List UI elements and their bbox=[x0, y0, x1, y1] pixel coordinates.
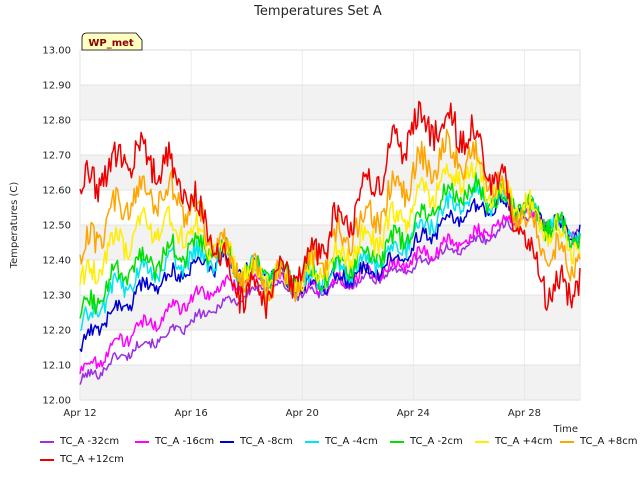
legend-label: TC_A +4cm bbox=[495, 436, 553, 447]
legend-swatch bbox=[40, 440, 54, 443]
chart-title: Temperatures Set A bbox=[253, 4, 382, 19]
x-tick-label: Apr 28 bbox=[508, 408, 541, 419]
y-tick-label: 12.30 bbox=[42, 291, 71, 302]
legend-swatch bbox=[305, 440, 319, 443]
plot-band bbox=[80, 225, 580, 260]
series-line-tc-a-12cm bbox=[79, 100, 581, 320]
legend-item: TC_A +8cm bbox=[560, 436, 638, 447]
y-tick-label: 13.00 bbox=[42, 46, 71, 57]
legend-label: TC_A -2cm bbox=[410, 436, 463, 447]
legend-item: TC_A +4cm bbox=[475, 436, 553, 447]
legend-label: TC_A -8cm bbox=[240, 436, 293, 447]
x-tick-label: Apr 24 bbox=[397, 408, 430, 419]
x-tick-label: Apr 16 bbox=[175, 408, 208, 419]
legend-swatch bbox=[40, 458, 54, 461]
y-tick-label: 12.40 bbox=[42, 256, 71, 267]
plot-band bbox=[80, 295, 580, 330]
legend-label: TC_A -16cm bbox=[155, 436, 215, 447]
legend-label: TC_A -4cm bbox=[325, 436, 378, 447]
plot-band bbox=[80, 85, 580, 120]
legend-item: TC_A -2cm bbox=[390, 436, 463, 447]
x-axis-label: Time bbox=[553, 424, 578, 435]
y-tick-label: 12.50 bbox=[42, 221, 71, 232]
series-lines bbox=[79, 100, 581, 385]
y-tick-label: 12.10 bbox=[42, 361, 71, 372]
annotation-text: WP_met bbox=[88, 38, 134, 49]
legend-item: TC_A -8cm bbox=[220, 436, 293, 447]
x-tick-labels: Apr 12 Apr 16 Apr 20 Apr 24 Apr 28 bbox=[63, 408, 541, 419]
legend-swatch bbox=[135, 440, 149, 443]
legend-item: TC_A -4cm bbox=[305, 436, 378, 447]
legend-label: TC_A +12cm bbox=[60, 454, 124, 465]
wp-met-badge: WP_met bbox=[81, 32, 143, 51]
plot-band bbox=[80, 365, 580, 400]
y-tick-label: 12.00 bbox=[42, 396, 71, 407]
y-tick-label: 12.20 bbox=[42, 326, 71, 337]
legend-item: TC_A +12cm bbox=[40, 454, 124, 465]
legend-swatch bbox=[560, 440, 574, 443]
y-axis-label: Temperatures (C) bbox=[9, 182, 20, 270]
legend-swatch bbox=[220, 440, 234, 443]
x-tick-label: Apr 12 bbox=[63, 408, 96, 419]
series-line-tc-a-16cm bbox=[79, 205, 581, 375]
legend-item: TC_A -16cm bbox=[135, 436, 214, 447]
legend-label: TC_A +8cm bbox=[580, 436, 638, 447]
legend-swatch bbox=[475, 440, 489, 443]
legend-item: TC_A -32cm bbox=[40, 436, 119, 447]
y-tick-label: 12.80 bbox=[42, 116, 71, 127]
y-tick-label: 12.70 bbox=[42, 151, 71, 162]
x-tick-label: Apr 20 bbox=[286, 408, 319, 419]
y-tick-label: 12.90 bbox=[42, 81, 71, 92]
y-tick-label: 12.60 bbox=[42, 186, 71, 197]
y-tick-labels: 12.00 12.10 12.20 12.30 12.40 12.50 12.60 12.70… bbox=[42, 46, 71, 407]
legend-label: TC_A -32cm bbox=[60, 436, 120, 447]
series-line-tc-a-4cm bbox=[79, 156, 581, 298]
legend-swatch bbox=[390, 440, 404, 443]
